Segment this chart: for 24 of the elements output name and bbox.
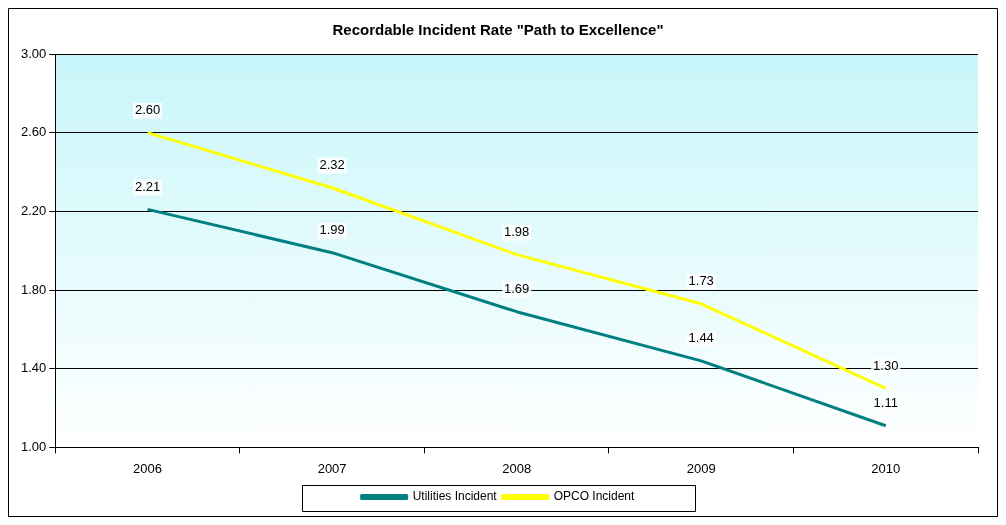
data-label: 1.73 bbox=[688, 273, 714, 289]
legend-label: Utilities Incident bbox=[412, 489, 498, 504]
data-label: 1.99 bbox=[319, 222, 345, 238]
y-tick-label: 1.40 bbox=[20, 360, 47, 376]
data-label: 2.60 bbox=[134, 102, 161, 118]
x-tick-label: 2007 bbox=[317, 460, 347, 476]
y-tick-label: 1.80 bbox=[20, 281, 47, 297]
data-label: 1.11 bbox=[873, 395, 898, 411]
data-label: 1.98 bbox=[503, 224, 530, 240]
data-label: 1.44 bbox=[688, 330, 714, 346]
y-tick-label: 2.20 bbox=[20, 202, 47, 218]
x-tick-label: 2008 bbox=[502, 460, 532, 476]
data-label: 2.32 bbox=[319, 157, 345, 173]
y-tick-label: 2.60 bbox=[20, 124, 47, 140]
data-label: 2.21 bbox=[134, 178, 161, 194]
x-tick-label: 2010 bbox=[871, 460, 901, 476]
data-label: 1.30 bbox=[873, 357, 899, 373]
data-label: 1.69 bbox=[503, 281, 530, 297]
x-tick-label: 2009 bbox=[686, 460, 716, 476]
chart-title: Recordable Incident Rate "Path to Excellence" bbox=[332, 21, 664, 39]
x-tick-label: 2006 bbox=[133, 460, 163, 476]
legend-label: OPCO Incident bbox=[553, 489, 636, 504]
y-tick-label: 3.00 bbox=[20, 45, 47, 61]
y-tick-label: 1.00 bbox=[20, 438, 47, 454]
